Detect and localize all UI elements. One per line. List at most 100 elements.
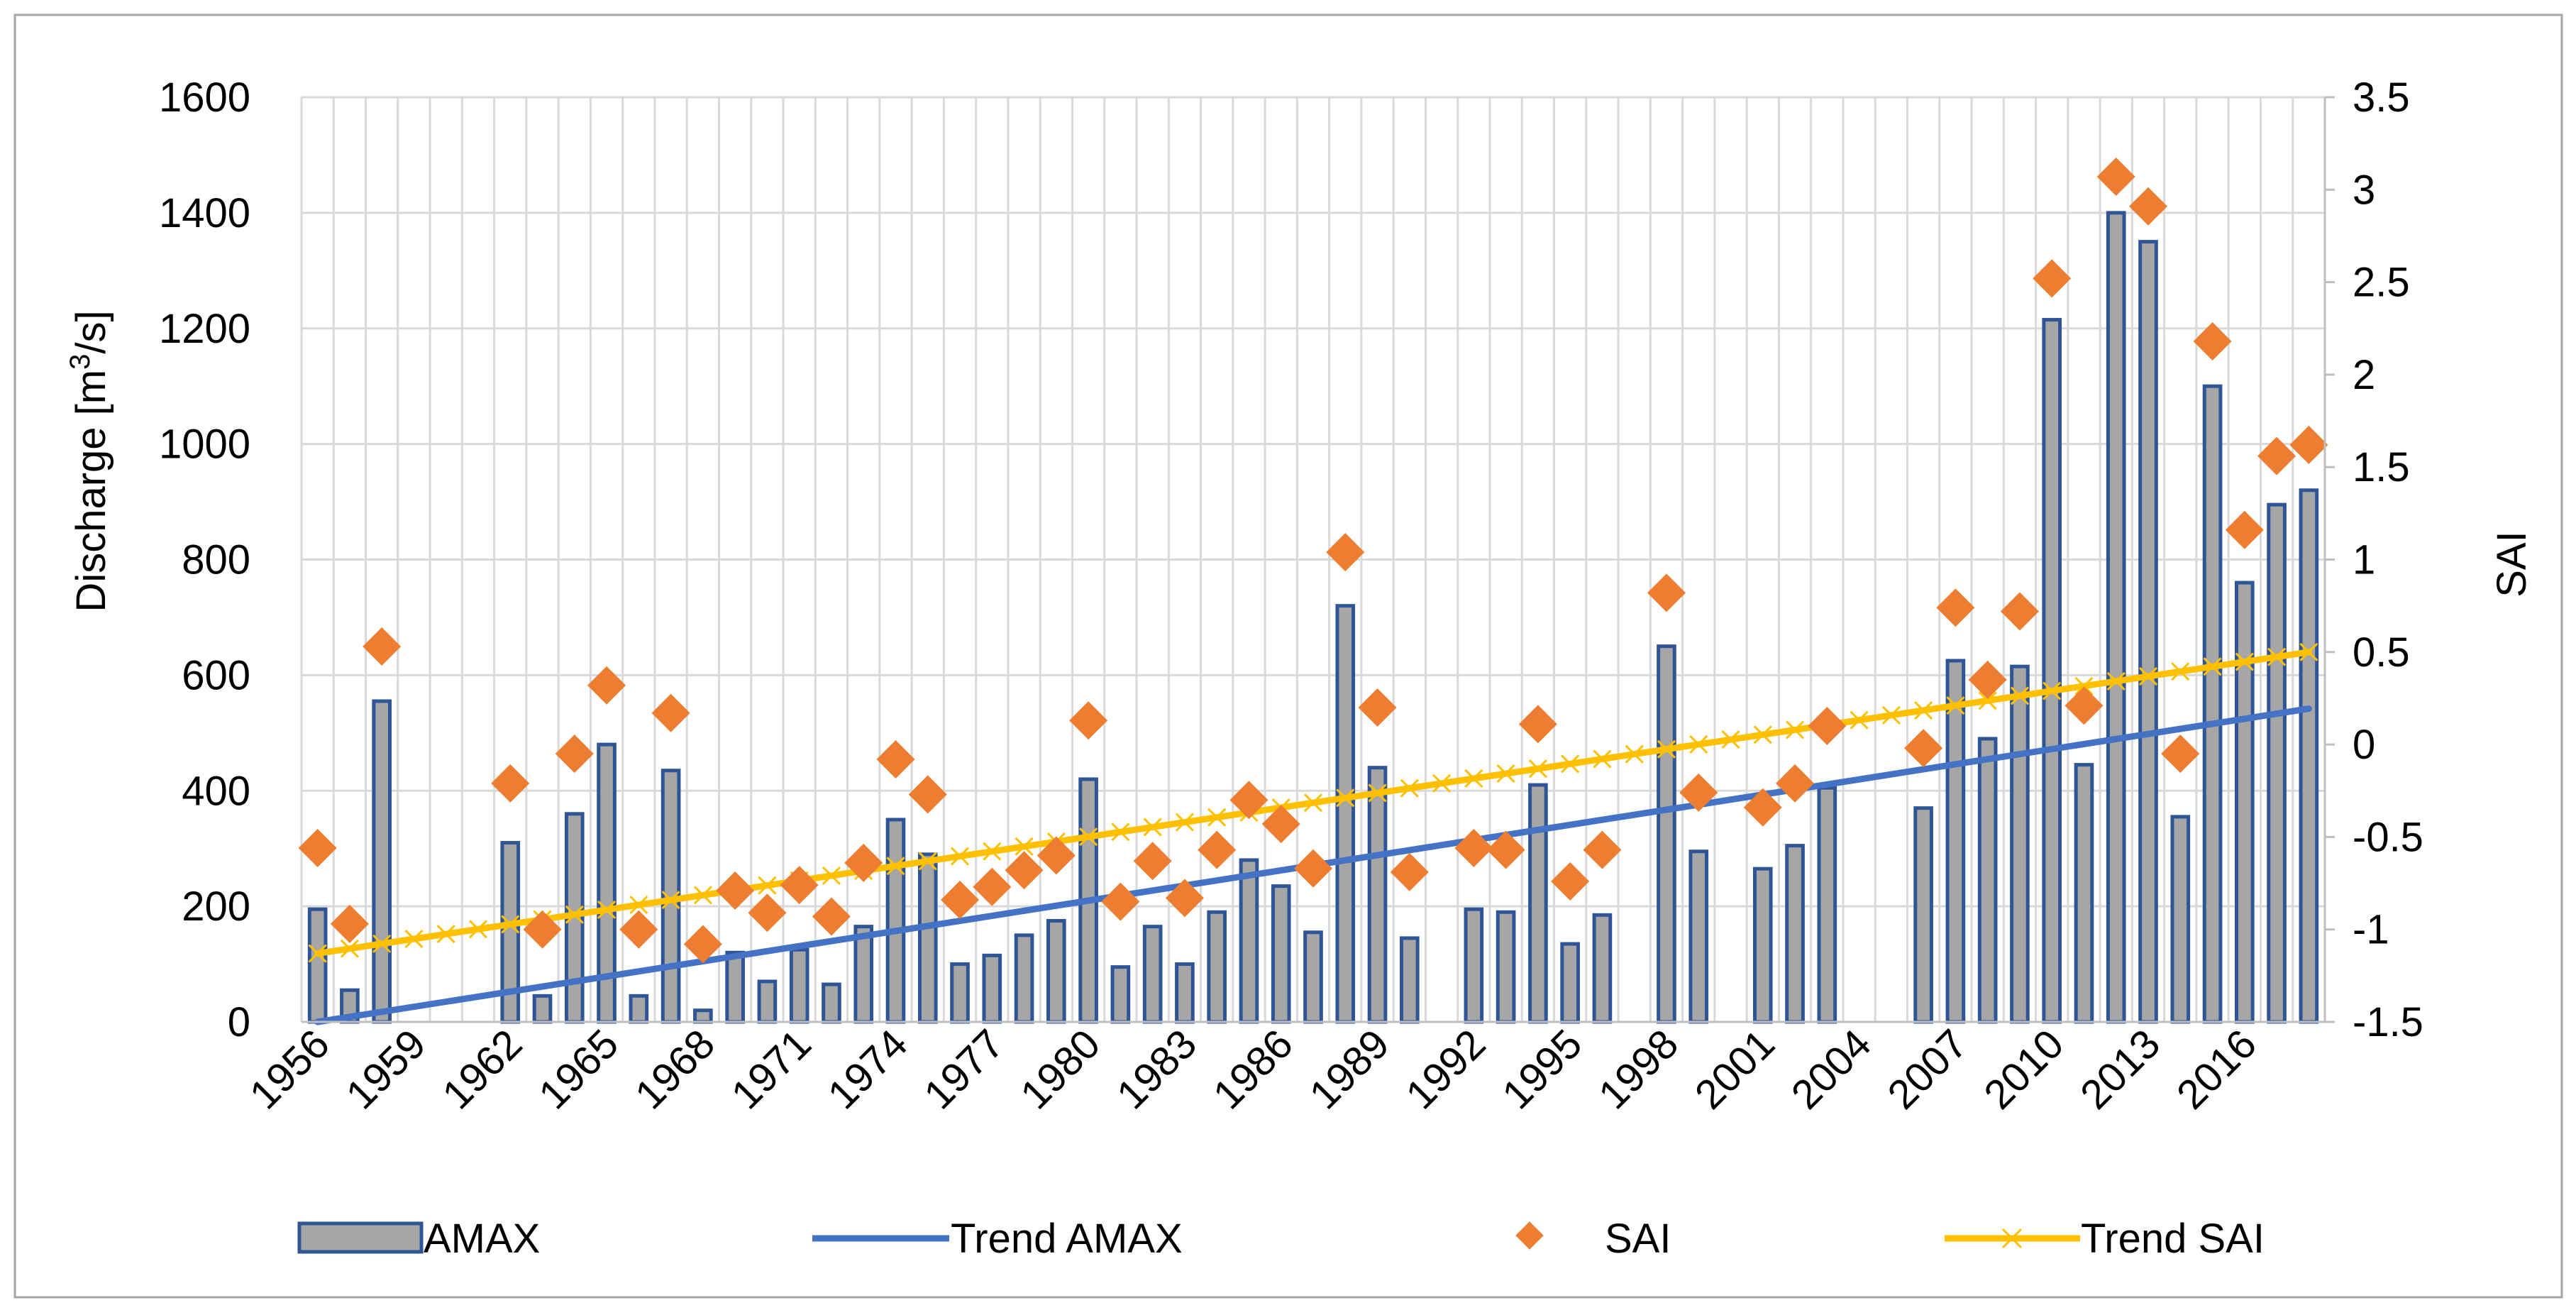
amax-bar-1984 [1207, 910, 1227, 1024]
amax-bar-1982 [1142, 925, 1163, 1024]
sai-point-1976 [941, 881, 980, 920]
y2-tick-label: -0.5 [2353, 814, 2423, 860]
trend-sai-marker-1997 [1625, 744, 1644, 764]
sai-point-1963 [523, 910, 562, 949]
amax-bar-2008 [1977, 737, 1998, 1024]
chart-border [13, 13, 2563, 1299]
sai-point-1990 [1390, 852, 1429, 891]
axes [302, 96, 2335, 1023]
trend-sai-marker-1956 [308, 944, 327, 963]
sai-point-1999 [1679, 773, 1718, 812]
trend-sai-marker-1982 [1143, 818, 1162, 837]
sai-point-1995 [1551, 862, 1590, 901]
sai-point-1978 [1005, 851, 1044, 890]
sai-point-2010 [2033, 259, 2072, 298]
amax-bar-1979 [1046, 918, 1066, 1024]
legend-swatch-sai [1515, 1221, 1544, 1250]
y2-tick-label: 3.5 [2353, 75, 2410, 121]
trend-sai-marker-2008 [1978, 691, 1997, 710]
trend-sai-marker-1998 [1657, 739, 1676, 759]
sai-point-1962 [491, 764, 530, 803]
amax-bar-1974 [885, 818, 906, 1024]
sai-point-1993 [1486, 830, 1525, 869]
sai-point-1979 [1037, 836, 1076, 875]
amax-bar-1971 [789, 947, 809, 1024]
amax-bar-2016 [2235, 581, 2255, 1024]
sai-point-1988 [1326, 533, 1365, 572]
amax-bar-1966 [629, 994, 649, 1024]
y2-axis-title: SAI [2489, 531, 2535, 598]
sai-point-1957 [330, 904, 369, 943]
sai-point-2003 [1808, 707, 1847, 746]
trend-sai-marker-2017 [2267, 647, 2287, 666]
amax-bar-2013 [2138, 240, 2158, 1024]
trend-sai-marker-1980 [1079, 827, 1098, 847]
sai-point-2018 [2289, 425, 2328, 464]
trend-sai-marker-1968 [693, 886, 712, 905]
sai-point-1974 [876, 739, 915, 778]
sai-point-1968 [683, 925, 722, 964]
amax-bar-1963 [532, 994, 553, 1024]
y-tick-label: 1400 [159, 190, 250, 236]
legend-label-trend-sai: Trend SAI [2081, 1216, 2265, 1262]
legend-item-sai: SAI [1515, 1216, 1671, 1262]
amax-bar-2011 [2074, 763, 2094, 1024]
trend-sai-marker-1984 [1207, 808, 1227, 827]
amax-bar-1970 [757, 979, 778, 1024]
y2-axis-tick-labels: -1.5 -1 -0.5 0 0.5 1 1.5 2 2.5 3 3.5 [2353, 75, 2423, 1045]
y-tick-label: 200 [182, 884, 250, 930]
amax-bar-1976 [950, 962, 970, 1024]
trend-sai-marker-2000 [1721, 730, 1740, 749]
sai-point-2016 [2225, 510, 2264, 549]
amax-bar-1975 [917, 852, 938, 1024]
amax-bar-1973 [853, 925, 874, 1024]
trend-sai-marker-1977 [983, 842, 1002, 861]
amax-bar-2012 [2106, 211, 2126, 1024]
trend-sai-marker-1990 [1400, 778, 1419, 798]
legend-item-amax: AMAX [297, 1216, 540, 1262]
amax-bar-2006 [1913, 806, 1933, 1024]
sai-point-1973 [844, 843, 883, 882]
trend-sai-marker-2016 [2235, 652, 2254, 671]
trend-sai-marker-1999 [1689, 734, 1708, 754]
trend-sai-marker-1989 [1368, 783, 1387, 803]
amax-bar-2018 [2299, 488, 2319, 1024]
trend-sai-marker-1981 [1111, 822, 1130, 842]
trend-sai-marker-1974 [886, 857, 905, 876]
trend-sai-marker-1964 [565, 905, 584, 924]
sai-point-1982 [1133, 842, 1172, 881]
amax-bar-1988 [1335, 604, 1356, 1024]
sai-point-1964 [555, 734, 594, 774]
sai-point-2015 [2193, 321, 2232, 361]
trend-sai-marker-2006 [1914, 700, 1933, 720]
trend-sai-marker-1961 [468, 920, 488, 939]
amax-bar-2014 [2170, 815, 2191, 1024]
sai-point-1989 [1358, 688, 1397, 727]
amax-bar-1985 [1239, 858, 1259, 1024]
sai-point-2008 [1968, 660, 2007, 699]
legend-item-trend-sai: Trend SAI [1945, 1216, 2265, 1262]
amax-bar-1996 [1592, 913, 1613, 1024]
amax-bar-2001 [1752, 866, 1773, 1024]
amax-bar-1969 [725, 950, 745, 1024]
sai-series [298, 158, 2328, 964]
trend-sai-marker-1976 [950, 847, 970, 866]
legend-label-amax: AMAX [424, 1216, 540, 1262]
amax-bar-1993 [1496, 910, 1516, 1024]
amax-bar-1956 [307, 907, 328, 1024]
sai-point-1971 [780, 866, 819, 905]
legend-swatch-amax [297, 1221, 424, 1254]
amax-bar-1990 [1399, 936, 1420, 1024]
sai-point-1958 [363, 627, 402, 666]
trend-sai-marker-1959 [404, 929, 424, 949]
y-tick-label: 600 [182, 652, 250, 698]
y2-tick-label: 1 [2353, 537, 2375, 583]
sai-point-1996 [1583, 830, 1622, 869]
trend-sai-marker-1978 [1015, 837, 1034, 856]
amax-bar-1968 [693, 1008, 713, 1024]
trend-sai-marker-2005 [1881, 705, 1901, 725]
trend-sai-marker-2014 [2171, 662, 2190, 681]
amax-bar-1978 [1014, 933, 1034, 1024]
sai-point-1970 [748, 893, 787, 932]
sai-point-2001 [1743, 788, 1782, 827]
